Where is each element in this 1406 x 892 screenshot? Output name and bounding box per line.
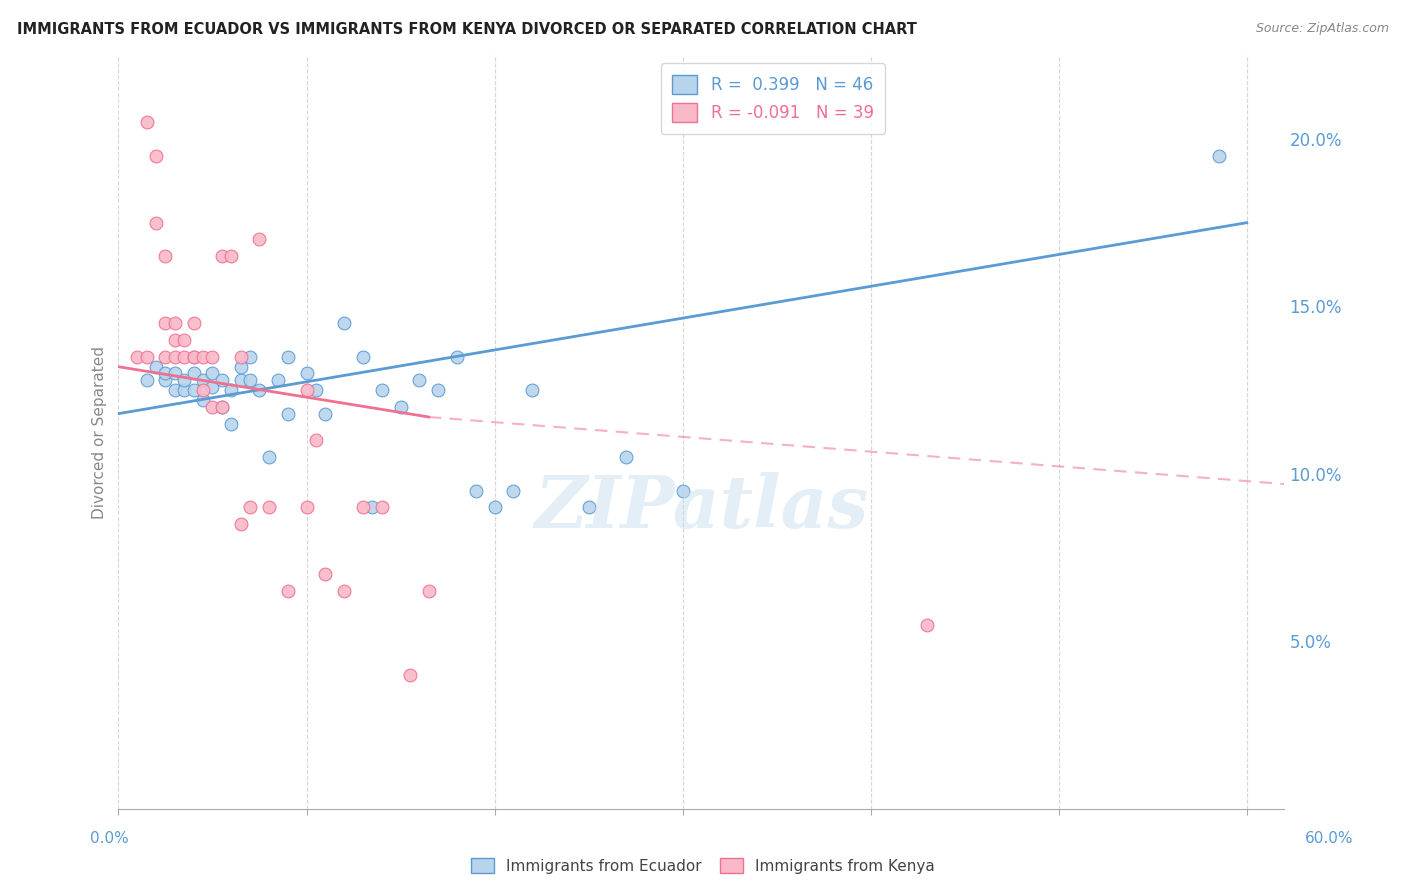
- Point: [145, 216, 167, 230]
- Point: [352, 350, 374, 364]
- Point: [361, 500, 384, 515]
- Point: [502, 483, 524, 498]
- Point: [145, 359, 167, 374]
- Point: [155, 373, 177, 387]
- Point: [257, 450, 280, 465]
- Point: [163, 350, 186, 364]
- Point: [408, 373, 430, 387]
- Point: [672, 483, 695, 498]
- Point: [915, 617, 938, 632]
- Point: [219, 417, 242, 431]
- Point: [249, 383, 271, 397]
- Legend: Immigrants from Ecuador, Immigrants from Kenya: Immigrants from Ecuador, Immigrants from…: [465, 852, 941, 880]
- Point: [211, 400, 233, 414]
- Point: [191, 383, 214, 397]
- Point: [155, 350, 177, 364]
- Point: [295, 500, 318, 515]
- Point: [295, 367, 318, 381]
- Point: [614, 450, 637, 465]
- Y-axis label: Divorced or Separated: Divorced or Separated: [93, 345, 107, 518]
- Point: [333, 316, 356, 330]
- Point: [135, 115, 157, 129]
- Point: [277, 584, 299, 599]
- Point: [163, 333, 186, 347]
- Point: [389, 400, 412, 414]
- Point: [464, 483, 486, 498]
- Point: [155, 316, 177, 330]
- Point: [173, 350, 195, 364]
- Point: [277, 407, 299, 421]
- Point: [229, 359, 252, 374]
- Point: [155, 367, 177, 381]
- Point: [155, 249, 177, 263]
- Text: ZIPatlas: ZIPatlas: [534, 472, 869, 543]
- Point: [145, 149, 167, 163]
- Point: [333, 584, 356, 599]
- Point: [239, 350, 262, 364]
- Point: [239, 500, 262, 515]
- Point: [267, 373, 290, 387]
- Point: [229, 350, 252, 364]
- Point: [219, 383, 242, 397]
- Point: [211, 373, 233, 387]
- Text: 60.0%: 60.0%: [1305, 831, 1353, 846]
- Point: [305, 383, 328, 397]
- Point: [446, 350, 468, 364]
- Point: [305, 434, 328, 448]
- Point: [211, 249, 233, 263]
- Legend: R =  0.399   N = 46, R = -0.091   N = 39: R = 0.399 N = 46, R = -0.091 N = 39: [661, 63, 886, 134]
- Point: [370, 383, 392, 397]
- Text: IMMIGRANTS FROM ECUADOR VS IMMIGRANTS FROM KENYA DIVORCED OR SEPARATED CORRELATI: IMMIGRANTS FROM ECUADOR VS IMMIGRANTS FR…: [17, 22, 917, 37]
- Point: [522, 383, 544, 397]
- Text: 0.0%: 0.0%: [90, 831, 129, 846]
- Point: [135, 350, 157, 364]
- Point: [229, 373, 252, 387]
- Point: [219, 249, 242, 263]
- Point: [201, 380, 224, 394]
- Point: [127, 350, 149, 364]
- Point: [352, 500, 374, 515]
- Point: [427, 383, 450, 397]
- Point: [173, 333, 195, 347]
- Point: [277, 350, 299, 364]
- Point: [135, 373, 157, 387]
- Point: [163, 383, 186, 397]
- Point: [191, 350, 214, 364]
- Point: [173, 373, 195, 387]
- Point: [211, 400, 233, 414]
- Point: [201, 400, 224, 414]
- Point: [249, 232, 271, 246]
- Point: [295, 383, 318, 397]
- Point: [314, 407, 336, 421]
- Point: [191, 393, 214, 408]
- Point: [183, 350, 205, 364]
- Point: [257, 500, 280, 515]
- Point: [578, 500, 600, 515]
- Point: [201, 350, 224, 364]
- Point: [484, 500, 506, 515]
- Point: [183, 383, 205, 397]
- Point: [183, 316, 205, 330]
- Point: [239, 373, 262, 387]
- Point: [418, 584, 440, 599]
- Point: [399, 668, 422, 682]
- Point: [201, 367, 224, 381]
- Point: [163, 316, 186, 330]
- Point: [173, 383, 195, 397]
- Point: [163, 367, 186, 381]
- Point: [183, 367, 205, 381]
- Point: [183, 350, 205, 364]
- Point: [1208, 149, 1230, 163]
- Point: [370, 500, 392, 515]
- Point: [314, 567, 336, 582]
- Point: [191, 373, 214, 387]
- Text: Source: ZipAtlas.com: Source: ZipAtlas.com: [1256, 22, 1389, 36]
- Point: [229, 517, 252, 532]
